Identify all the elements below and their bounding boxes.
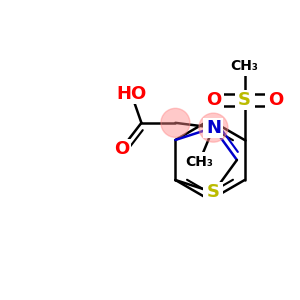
Circle shape xyxy=(161,108,190,137)
Bar xyxy=(202,90,224,110)
Text: O: O xyxy=(206,91,221,109)
Bar xyxy=(235,90,255,110)
Bar xyxy=(184,152,214,172)
Bar xyxy=(230,56,260,76)
Text: HO: HO xyxy=(116,85,146,103)
Text: O: O xyxy=(114,140,129,158)
Text: O: O xyxy=(268,91,283,109)
Bar xyxy=(203,182,224,203)
Text: CH₃: CH₃ xyxy=(231,59,259,73)
Bar xyxy=(111,139,131,159)
Bar xyxy=(203,118,224,138)
Text: S: S xyxy=(238,91,251,109)
Text: N: N xyxy=(206,118,221,136)
Text: CH₃: CH₃ xyxy=(185,154,213,169)
Text: S: S xyxy=(207,183,220,201)
Bar xyxy=(265,90,287,110)
Circle shape xyxy=(199,113,228,142)
Bar xyxy=(116,84,146,104)
